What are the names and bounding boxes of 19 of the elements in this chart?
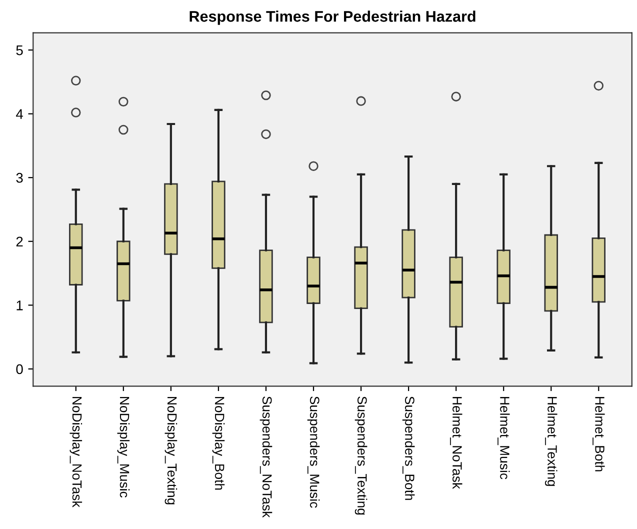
x-tick-label: Suspenders_NoTask xyxy=(260,396,272,518)
y-tick-label: 0 xyxy=(16,364,23,374)
x-tick-label: Suspenders_Both xyxy=(402,396,415,500)
y-tick-label: 5 xyxy=(16,46,23,56)
x-tick-label: Suspenders_Texting xyxy=(354,396,368,515)
x-tick-label: Suspenders_Music xyxy=(307,396,320,508)
x-tick-label: Helmet_NoTask xyxy=(450,396,462,490)
x-tick-label: NoDisplay_NoTask xyxy=(70,396,82,508)
chart-title: Response Times For Pedestrian Hazard xyxy=(190,10,476,25)
y-tick-label: 1 xyxy=(16,300,23,310)
y-tick-label: 4 xyxy=(16,109,23,119)
y-tick-label: 3 xyxy=(16,172,23,183)
x-tick-label: NoDisplay_Music xyxy=(117,396,130,498)
x-tick-label: NoDisplay_Texting xyxy=(164,396,178,504)
x-tick-label: Helmet_Texting xyxy=(544,396,558,486)
x-tick-label: NoDisplay_Both xyxy=(212,396,225,490)
y-tick-label: 2 xyxy=(16,236,23,246)
x-tick-label: Helmet_Music xyxy=(498,396,510,480)
x-tick-label: Helmet_Both xyxy=(592,396,605,472)
